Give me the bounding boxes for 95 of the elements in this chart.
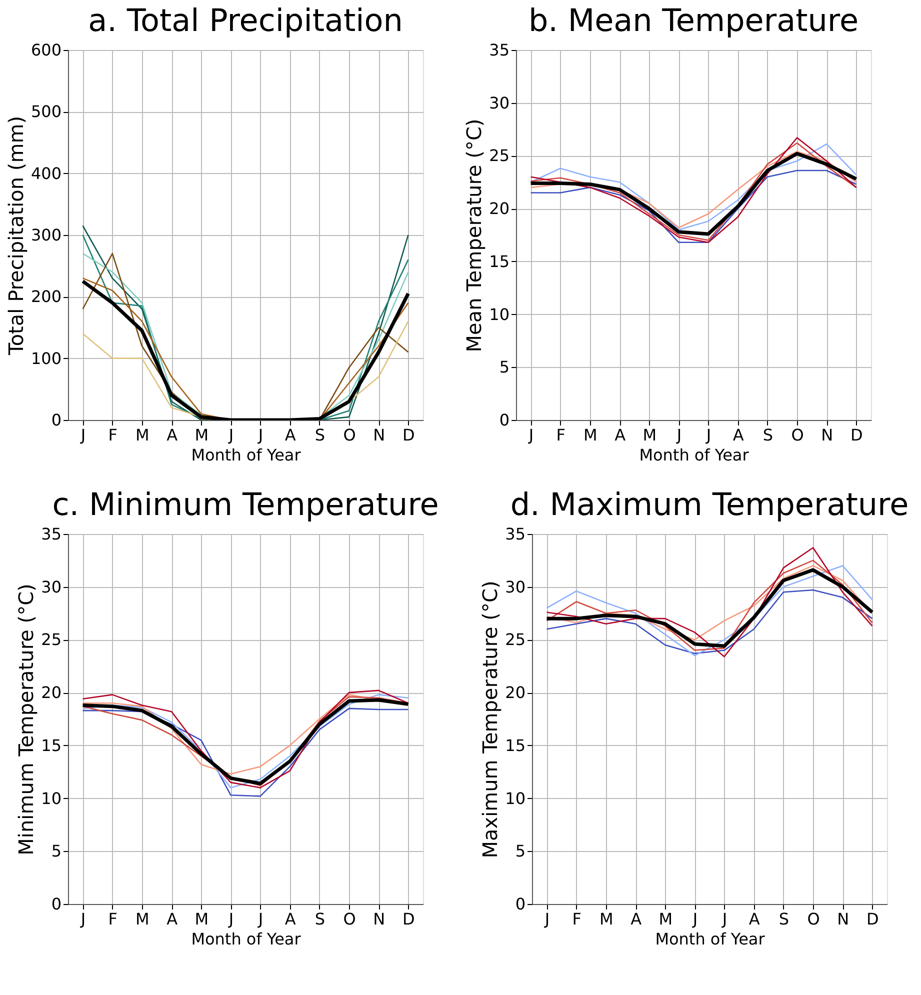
x-tick-label: S [314,910,326,928]
x-tick-label: M [136,910,150,928]
y-tick-label: 10 [41,788,62,808]
y-tick-label: 25 [41,630,62,650]
y-axis-title: Maximum Temperature (°C) [478,580,502,858]
x-tick-label: D [402,426,415,444]
y-tick-label: 35 [41,524,62,544]
y-tick-label: 500 [30,102,62,122]
x-tick-label: N [373,426,386,444]
x-axis-title: Month of Year [655,930,766,948]
y-tick-label: 0 [51,894,62,914]
x-tick-label: M [136,426,150,444]
y-tick-label: 30 [489,93,510,112]
y-tick-label: 30 [505,577,526,596]
line-series [546,547,873,658]
y-tick-label: 200 [30,287,62,306]
x-tick-label: J [676,426,682,444]
x-tick-label: A [166,910,178,928]
x-tick-label: F [108,426,118,444]
x-tick-label: M [658,910,673,928]
x-tick-label: J [721,910,728,928]
x-tick-label: O [791,426,804,444]
y-tick-label: 10 [505,788,526,808]
y-tick-label: 600 [30,40,62,60]
y-tick-label: 30 [41,577,62,596]
y-tick-label: 5 [51,842,62,861]
y-tick-label: 300 [30,226,62,244]
line-series [82,708,409,797]
x-tick-label: M [642,426,657,444]
x-tick-label: S [762,426,774,444]
y-tick-label: 400 [30,164,62,183]
x-axis-title: Month of Year [639,446,750,464]
x-tick-label: J [257,426,264,444]
x-tick-label: A [614,426,626,444]
y-tick-label: 15 [41,736,62,755]
x-axis-title: Month of Year [191,446,302,464]
y-tick-label: 15 [489,252,510,271]
x-tick-label: O [807,910,820,928]
x-tick-label: F [108,910,118,928]
x-tick-label: O [343,426,356,444]
y-tick-label: 25 [505,630,526,650]
x-tick-label: J [544,910,550,928]
x-tick-label: J [80,910,86,928]
y-tick-label: 15 [505,736,526,755]
y-axis-title: Total Precipitation (mm) [4,116,28,356]
x-tick-label: S [314,426,326,444]
y-tick-label: 0 [499,410,510,430]
x-tick-label: D [402,910,415,928]
y-axis-title: Minimum Temperature (°C) [14,584,38,856]
x-tick-label: M [194,910,209,928]
x-tick-label: J [705,426,712,444]
chart-title: a. Total Precipitation [88,3,403,39]
x-tick-label: O [343,910,356,928]
x-tick-label: A [748,910,760,928]
x-tick-label: J [692,910,698,928]
x-tick-label: A [630,910,642,928]
x-tick-label: M [584,426,598,444]
x-tick-label: M [194,426,209,444]
y-tick-label: 5 [515,842,526,861]
x-tick-label: M [600,910,614,928]
x-tick-label: N [837,910,850,928]
y-tick-label: 0 [51,410,62,430]
y-axis-title: Mean Temperature (°C) [462,118,486,352]
x-tick-label: D [866,910,879,928]
x-tick-label: A [284,910,296,928]
x-tick-label: F [572,910,582,928]
y-tick-label: 25 [489,146,510,166]
x-tick-label: F [556,426,566,444]
x-tick-label: J [80,426,86,444]
x-tick-label: S [778,910,790,928]
x-tick-label: J [528,426,534,444]
x-tick-label: N [821,426,834,444]
y-tick-label: 0 [515,894,526,914]
line-series [546,589,873,654]
x-tick-label: A [166,426,178,444]
y-tick-label: 20 [505,683,526,702]
x-tick-label: N [373,910,386,928]
y-tick-label: 20 [41,683,62,702]
x-axis-title: Month of Year [191,930,302,948]
y-tick-label: 10 [489,304,510,324]
x-tick-label: J [228,910,234,928]
x-tick-label: A [732,426,744,444]
x-tick-label: J [257,910,264,928]
chart-title: d. Maximum Temperature [510,487,909,523]
chart-title: b. Mean Temperature [528,3,859,39]
x-tick-label: A [284,426,296,444]
y-tick-label: 35 [489,40,510,60]
y-tick-label: 5 [499,358,510,377]
x-tick-label: D [850,426,863,444]
y-tick-label: 35 [505,524,526,544]
y-tick-label: 100 [30,348,62,368]
x-tick-label: J [228,426,234,444]
line-series [530,170,857,244]
y-tick-label: 20 [489,199,510,218]
chart-title: c. Minimum Temperature [52,487,439,523]
